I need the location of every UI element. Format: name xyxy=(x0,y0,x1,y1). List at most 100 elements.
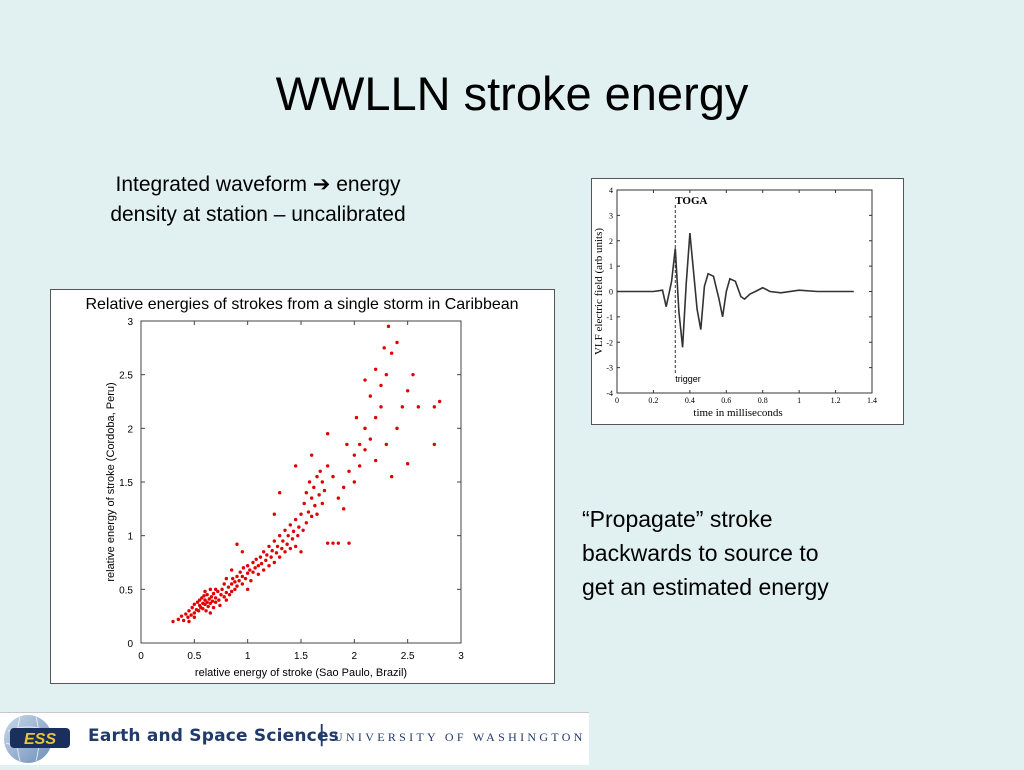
data-point xyxy=(288,523,293,527)
data-point xyxy=(245,587,250,592)
data-point xyxy=(320,480,325,484)
y-tick-label: -3 xyxy=(606,364,613,373)
data-point xyxy=(238,570,242,574)
data-point xyxy=(184,612,188,616)
data-point xyxy=(283,528,287,532)
data-point xyxy=(202,594,206,598)
data-point xyxy=(299,512,303,516)
data-point xyxy=(309,496,314,500)
data-point xyxy=(299,550,303,554)
data-point xyxy=(405,462,410,466)
data-point xyxy=(258,555,263,559)
data-point xyxy=(229,582,234,586)
data-point xyxy=(296,533,300,538)
data-point xyxy=(235,574,239,579)
data-point xyxy=(203,602,207,607)
x-tick-label: 0 xyxy=(615,396,619,405)
data-point xyxy=(269,555,273,559)
data-point xyxy=(197,598,202,602)
data-point xyxy=(267,564,271,568)
data-point xyxy=(254,557,258,561)
data-point xyxy=(192,611,197,615)
data-point xyxy=(389,474,394,479)
x-tick-label: 2 xyxy=(352,651,358,662)
data-point xyxy=(315,512,319,516)
data-point xyxy=(309,514,314,519)
data-point xyxy=(384,442,389,447)
data-point xyxy=(307,480,312,484)
x-axis-label: relative energy of stroke (Sao Paulo, Br… xyxy=(195,667,407,679)
data-point xyxy=(317,493,321,497)
data-point xyxy=(249,579,253,583)
data-point xyxy=(297,525,301,529)
data-point xyxy=(211,605,216,610)
data-point xyxy=(259,561,264,566)
data-point xyxy=(171,619,175,624)
y-tick-label: 2.5 xyxy=(119,371,133,382)
data-point xyxy=(220,587,224,592)
data-point xyxy=(395,426,399,431)
data-point xyxy=(331,474,335,479)
data-point xyxy=(201,606,205,611)
data-point xyxy=(322,488,327,493)
data-point xyxy=(432,442,437,447)
data-point xyxy=(261,568,266,572)
data-point xyxy=(211,591,216,596)
data-point xyxy=(248,568,252,572)
data-point xyxy=(304,521,309,525)
data-point xyxy=(233,587,237,592)
data-point xyxy=(256,572,261,577)
data-point xyxy=(293,544,298,549)
logo-text: ESS xyxy=(24,731,56,748)
caption-bottom-line-1: “Propagate” stroke xyxy=(582,506,773,532)
data-point xyxy=(219,593,223,597)
y-tick-label: 1 xyxy=(609,262,613,271)
data-point xyxy=(325,541,330,545)
ess-logo: ESS xyxy=(0,713,82,765)
data-point xyxy=(382,346,386,350)
waveform-line xyxy=(617,233,854,348)
data-point xyxy=(181,618,186,623)
data-point xyxy=(272,539,277,543)
y-tick-label: -4 xyxy=(606,389,613,398)
data-point xyxy=(341,507,346,511)
data-point xyxy=(186,615,190,619)
data-point xyxy=(347,469,351,473)
x-tick-label: 1 xyxy=(797,396,801,405)
x-tick-label: 0 xyxy=(138,651,144,662)
data-point xyxy=(207,597,211,601)
x-tick-label: 0.8 xyxy=(758,396,768,405)
data-point xyxy=(203,598,207,602)
data-point xyxy=(331,541,335,545)
x-tick-label: 0.2 xyxy=(648,396,658,405)
data-point xyxy=(386,324,391,329)
data-point xyxy=(189,613,193,617)
university-name: UNIVERSITY OF WASHINGTON xyxy=(334,730,586,744)
data-point xyxy=(261,550,266,554)
x-tick-label: 0.5 xyxy=(187,651,201,662)
y-axis-label: VLF electric field (arb units) xyxy=(593,228,605,355)
data-point xyxy=(320,501,325,506)
caption-bottom-line-3: get an estimated energy xyxy=(582,574,829,600)
scatter-chart: Relative energies of strokes from a sing… xyxy=(85,296,518,679)
data-point xyxy=(283,550,287,554)
data-point xyxy=(363,426,367,431)
data-point xyxy=(251,570,255,574)
y-tick-label: 2 xyxy=(609,237,613,246)
data-point xyxy=(264,558,268,563)
data-point xyxy=(411,372,415,377)
data-point xyxy=(400,405,405,409)
data-point xyxy=(352,480,357,484)
data-point xyxy=(379,383,383,388)
data-point xyxy=(293,464,298,468)
data-point xyxy=(384,372,389,377)
data-point xyxy=(206,604,210,609)
data-point xyxy=(237,579,241,583)
data-point xyxy=(196,609,201,613)
waveform-figure: 0 0.2 0.4 0.6 0.8 1 1.2 1.4 -4 -3 -2 -1 0 1 2 3 4 time in… xyxy=(591,178,904,425)
data-point xyxy=(251,560,255,565)
waveform-chart: 0 0.2 0.4 0.6 0.8 1 1.2 1.4 -4 -3 -2 -1 0 1 2 3 4 time in… xyxy=(593,186,877,419)
caption-bottom: “Propagate” stroke backwards to source t… xyxy=(582,502,902,604)
data-point xyxy=(222,595,226,599)
data-point xyxy=(190,605,194,610)
